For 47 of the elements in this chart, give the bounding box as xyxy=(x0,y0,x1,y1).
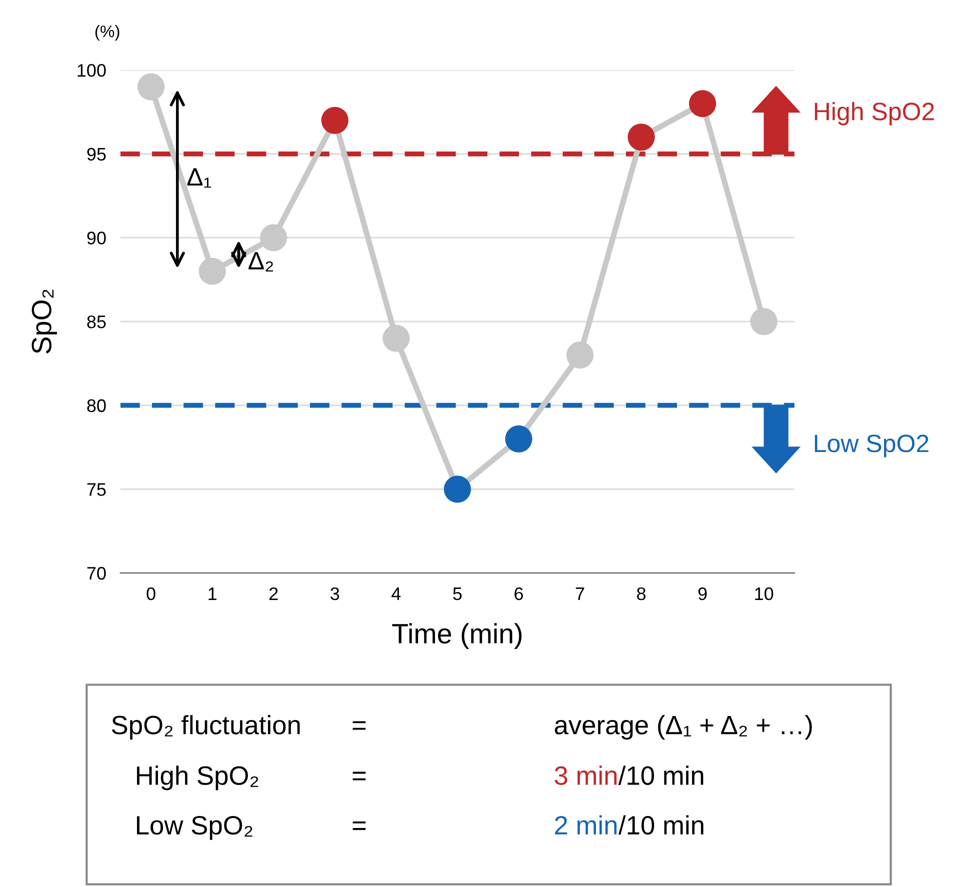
point xyxy=(137,73,165,100)
text: 2 min xyxy=(555,815,617,834)
annotation: Δ₂ xyxy=(248,252,273,272)
point xyxy=(566,342,594,369)
text: = xyxy=(352,821,366,830)
text: SpO₂ fluctuation xyxy=(112,715,300,740)
x-axis-title: Time (min) xyxy=(392,623,522,650)
ref-line-label: High SpO2 xyxy=(814,102,934,126)
x-tick-label: 9 xyxy=(698,587,707,600)
text: /10 min xyxy=(618,766,704,785)
text: 3 min xyxy=(554,766,617,785)
y-tick-label: 90 xyxy=(87,232,106,244)
y-tick-label: 100 xyxy=(78,64,106,77)
x-tick-label: 10 xyxy=(755,587,774,600)
point xyxy=(260,224,288,252)
text: = xyxy=(352,772,366,780)
annotation: Δ₁ xyxy=(187,168,212,188)
y-tick-label: 70 xyxy=(87,566,106,580)
text: /10 min xyxy=(618,815,704,835)
y-tick-label: 95 xyxy=(87,148,106,161)
x-tick-label: 1 xyxy=(208,588,216,600)
point xyxy=(505,425,532,452)
x-tick-label: 6 xyxy=(514,587,523,600)
x-tick-label: 7 xyxy=(576,588,584,600)
text: = xyxy=(352,721,366,730)
x-tick-label: 8 xyxy=(637,587,646,600)
x-tick-label: 2 xyxy=(269,587,278,600)
ref-line-label: Low SpO2 xyxy=(814,434,928,458)
point xyxy=(689,90,716,118)
text: average (Δ₁ + Δ₂ + …) xyxy=(554,715,812,740)
text: High SpO₂ xyxy=(136,766,258,790)
x-tick-label: 0 xyxy=(146,587,156,600)
text: (%) xyxy=(95,25,120,41)
point xyxy=(382,324,410,352)
y-tick-label: 75 xyxy=(87,483,106,496)
x-tick-label: 3 xyxy=(330,587,340,600)
y-tick-label: 85 xyxy=(87,315,106,328)
point xyxy=(628,124,655,151)
point xyxy=(444,476,471,503)
x-tick-label: 4 xyxy=(392,588,401,600)
x-tick-label: 5 xyxy=(453,588,462,600)
y-axis-title: SpO₂ xyxy=(32,290,57,354)
point xyxy=(321,106,348,134)
point xyxy=(750,308,778,336)
y-tick-label: 80 xyxy=(87,399,106,412)
text: Low SpO₂ xyxy=(136,816,252,840)
point xyxy=(198,258,226,285)
